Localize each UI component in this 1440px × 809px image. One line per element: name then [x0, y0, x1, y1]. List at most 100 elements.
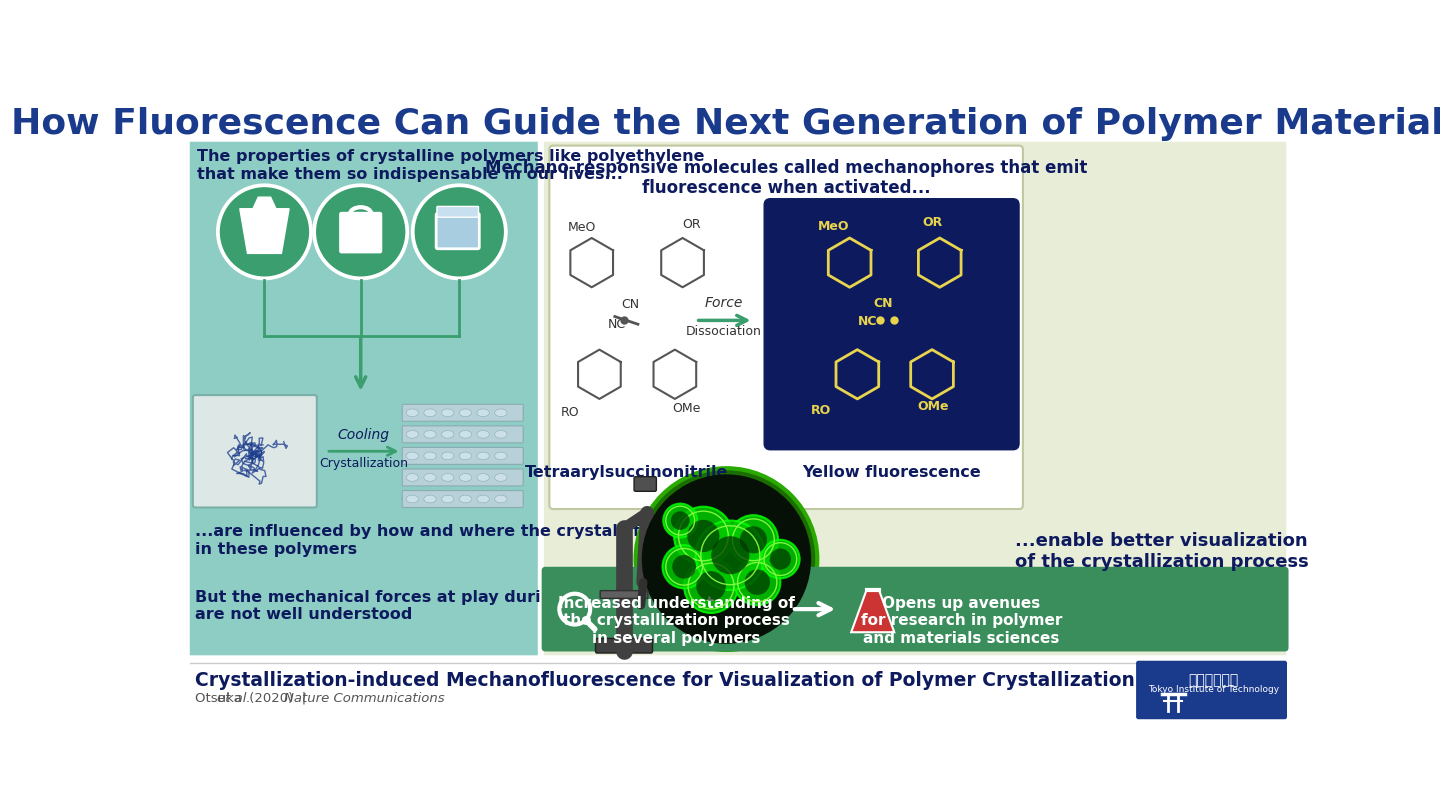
- Text: How Fluorescence Can Guide the Next Generation of Polymer Materials: How Fluorescence Can Guide the Next Gene…: [12, 107, 1440, 141]
- FancyBboxPatch shape: [600, 591, 648, 599]
- Ellipse shape: [406, 430, 419, 438]
- Circle shape: [744, 570, 770, 595]
- Circle shape: [696, 520, 765, 590]
- Text: Increased understanding of
the crystallization process
in several polymers: Increased understanding of the crystalli…: [557, 596, 795, 646]
- Text: But the mechanical forces at play during crystallization
are not well understood: But the mechanical forces at play during…: [196, 590, 697, 622]
- Text: RO: RO: [562, 406, 579, 419]
- Ellipse shape: [406, 452, 419, 460]
- FancyBboxPatch shape: [541, 567, 1289, 651]
- Ellipse shape: [442, 495, 454, 503]
- Circle shape: [762, 540, 799, 578]
- Ellipse shape: [459, 409, 471, 417]
- Ellipse shape: [495, 452, 507, 460]
- Ellipse shape: [495, 473, 507, 481]
- Ellipse shape: [495, 430, 507, 438]
- Circle shape: [687, 520, 720, 552]
- Text: OMe: OMe: [917, 400, 949, 413]
- Circle shape: [740, 527, 768, 553]
- Text: Dissociation: Dissociation: [687, 325, 762, 338]
- Polygon shape: [253, 197, 276, 209]
- Circle shape: [711, 536, 749, 574]
- Text: Yellow fluorescence: Yellow fluorescence: [802, 465, 982, 480]
- Text: Force: Force: [706, 296, 743, 311]
- Circle shape: [684, 559, 739, 613]
- FancyBboxPatch shape: [544, 142, 1286, 655]
- FancyBboxPatch shape: [402, 469, 523, 486]
- FancyBboxPatch shape: [436, 214, 480, 249]
- Ellipse shape: [423, 473, 436, 481]
- Ellipse shape: [495, 409, 507, 417]
- FancyBboxPatch shape: [402, 447, 523, 464]
- Circle shape: [729, 515, 778, 565]
- FancyBboxPatch shape: [402, 404, 523, 421]
- FancyBboxPatch shape: [596, 638, 652, 653]
- Ellipse shape: [459, 452, 471, 460]
- FancyBboxPatch shape: [402, 490, 523, 507]
- Circle shape: [734, 559, 780, 605]
- Ellipse shape: [423, 452, 436, 460]
- Circle shape: [415, 187, 504, 277]
- Ellipse shape: [459, 473, 471, 481]
- Text: CN: CN: [873, 297, 893, 310]
- FancyBboxPatch shape: [436, 206, 478, 217]
- FancyBboxPatch shape: [634, 477, 657, 491]
- Text: NC: NC: [858, 316, 877, 328]
- Ellipse shape: [423, 495, 436, 503]
- Polygon shape: [616, 607, 693, 644]
- Text: Crystallization: Crystallization: [320, 457, 409, 471]
- Circle shape: [696, 571, 726, 601]
- Ellipse shape: [442, 430, 454, 438]
- Ellipse shape: [459, 430, 471, 438]
- Circle shape: [412, 184, 507, 280]
- Text: 東京工業大学: 東京工業大学: [1189, 673, 1238, 687]
- Text: Otsuka: Otsuka: [196, 692, 246, 705]
- FancyBboxPatch shape: [1136, 661, 1287, 719]
- Circle shape: [635, 468, 818, 650]
- Text: ...enable better visualization
of the crystallization process: ...enable better visualization of the cr…: [1015, 532, 1309, 571]
- Text: Cooling: Cooling: [338, 428, 390, 442]
- Ellipse shape: [477, 495, 490, 503]
- Ellipse shape: [495, 495, 507, 503]
- Text: Tokyo Institute of Technology: Tokyo Institute of Technology: [1148, 684, 1279, 693]
- Circle shape: [315, 187, 406, 277]
- Text: MeO: MeO: [567, 222, 596, 235]
- Circle shape: [671, 511, 690, 530]
- Ellipse shape: [406, 495, 419, 503]
- Text: Nature Communications: Nature Communications: [284, 692, 445, 705]
- Ellipse shape: [406, 473, 419, 481]
- Circle shape: [770, 549, 791, 570]
- Text: MeO: MeO: [818, 220, 850, 233]
- FancyBboxPatch shape: [190, 142, 537, 655]
- Ellipse shape: [459, 495, 471, 503]
- Ellipse shape: [423, 430, 436, 438]
- Ellipse shape: [477, 452, 490, 460]
- Circle shape: [672, 555, 696, 578]
- Text: RO: RO: [811, 404, 831, 417]
- FancyBboxPatch shape: [193, 395, 317, 507]
- FancyBboxPatch shape: [340, 212, 382, 253]
- Ellipse shape: [423, 409, 436, 417]
- Text: CN: CN: [621, 299, 639, 311]
- Ellipse shape: [477, 409, 490, 417]
- Ellipse shape: [442, 409, 454, 417]
- Polygon shape: [851, 590, 894, 632]
- Ellipse shape: [442, 452, 454, 460]
- FancyBboxPatch shape: [549, 146, 1022, 509]
- FancyBboxPatch shape: [402, 426, 523, 443]
- Text: Tetraarylsuccinonitrile: Tetraarylsuccinonitrile: [524, 465, 729, 480]
- Text: NC: NC: [608, 318, 625, 331]
- Text: OR: OR: [683, 218, 701, 231]
- Text: et al.: et al.: [216, 692, 251, 705]
- Text: Mechano-responsive molecules called mechanophores that emit
fluorescence when ac: Mechano-responsive molecules called mech…: [485, 159, 1087, 197]
- Circle shape: [220, 187, 310, 277]
- Circle shape: [664, 504, 697, 537]
- Circle shape: [312, 184, 409, 280]
- Text: ...are influenced by how and where the crystals form
in these polymers: ...are influenced by how and where the c…: [196, 524, 675, 557]
- Circle shape: [674, 506, 733, 565]
- Ellipse shape: [477, 430, 490, 438]
- Circle shape: [642, 474, 811, 644]
- Ellipse shape: [442, 473, 454, 481]
- Polygon shape: [240, 209, 289, 253]
- Ellipse shape: [477, 473, 490, 481]
- Text: (2020)  |: (2020) |: [245, 692, 315, 705]
